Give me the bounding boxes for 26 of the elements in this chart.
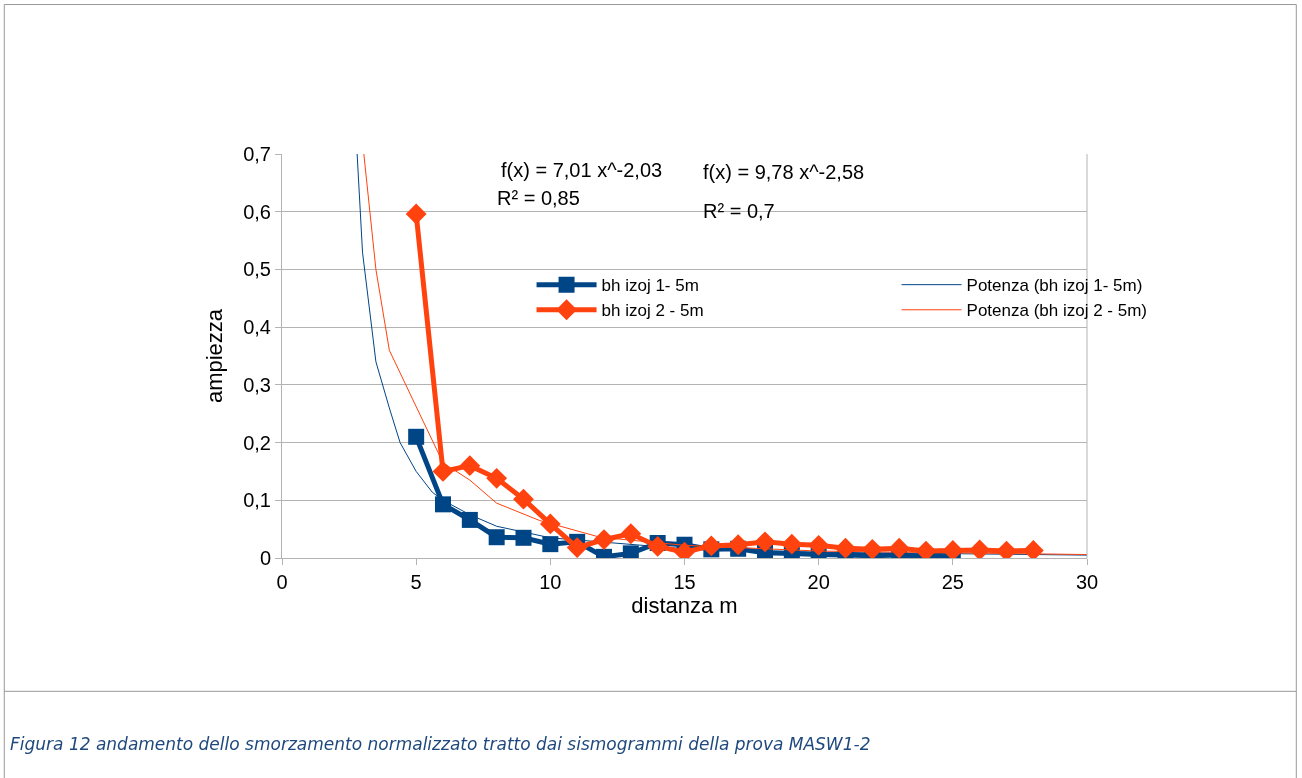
x-axis-title: distanza m xyxy=(631,593,738,618)
y-tick-label: 0,4 xyxy=(243,316,271,339)
x-tick-label: 0 xyxy=(276,571,288,593)
y-tick-label: 0,1 xyxy=(243,489,271,512)
annotation: R² = 0,85 xyxy=(497,187,580,209)
legend-label: bh izoj 2 - 5m xyxy=(601,301,704,321)
text: Figura 12 andamento dello smorzamento normalizzato tratto dai sismogrammi della prova MASW1-2 xyxy=(10,734,871,754)
legend-label: Potenza (bh izoj 2 - 5m) xyxy=(966,301,1148,321)
x-tick-label: 30 xyxy=(1075,571,1099,593)
x-tick-label: 15 xyxy=(673,571,696,593)
legend-label: bh izoj 1- 5m xyxy=(601,276,699,296)
x-tick-label: 5 xyxy=(410,571,422,593)
y-tick-label: 0,6 xyxy=(243,200,271,223)
annotation: f(x) = 7,01 x^-2,03 xyxy=(501,159,663,181)
x-tick-label: 10 xyxy=(539,571,562,593)
y-tick-label: 0,3 xyxy=(243,373,271,396)
y-tick-label: 0,2 xyxy=(243,431,271,454)
y-tick-label: 0 xyxy=(259,547,271,569)
y-tick-label: 0,5 xyxy=(243,258,271,281)
x-tick-label: 20 xyxy=(807,571,830,593)
annotation: R² = 0,7 xyxy=(703,200,775,222)
y-tick-label: 0,7 xyxy=(243,143,271,165)
y-axis-title: ampiezza xyxy=(201,308,227,404)
annotation: f(x) = 9,78 x^-2,58 xyxy=(703,161,865,183)
legend-label: Potenza (bh izoj 1- 5m) xyxy=(966,276,1143,296)
x-tick-label: 25 xyxy=(941,571,964,593)
